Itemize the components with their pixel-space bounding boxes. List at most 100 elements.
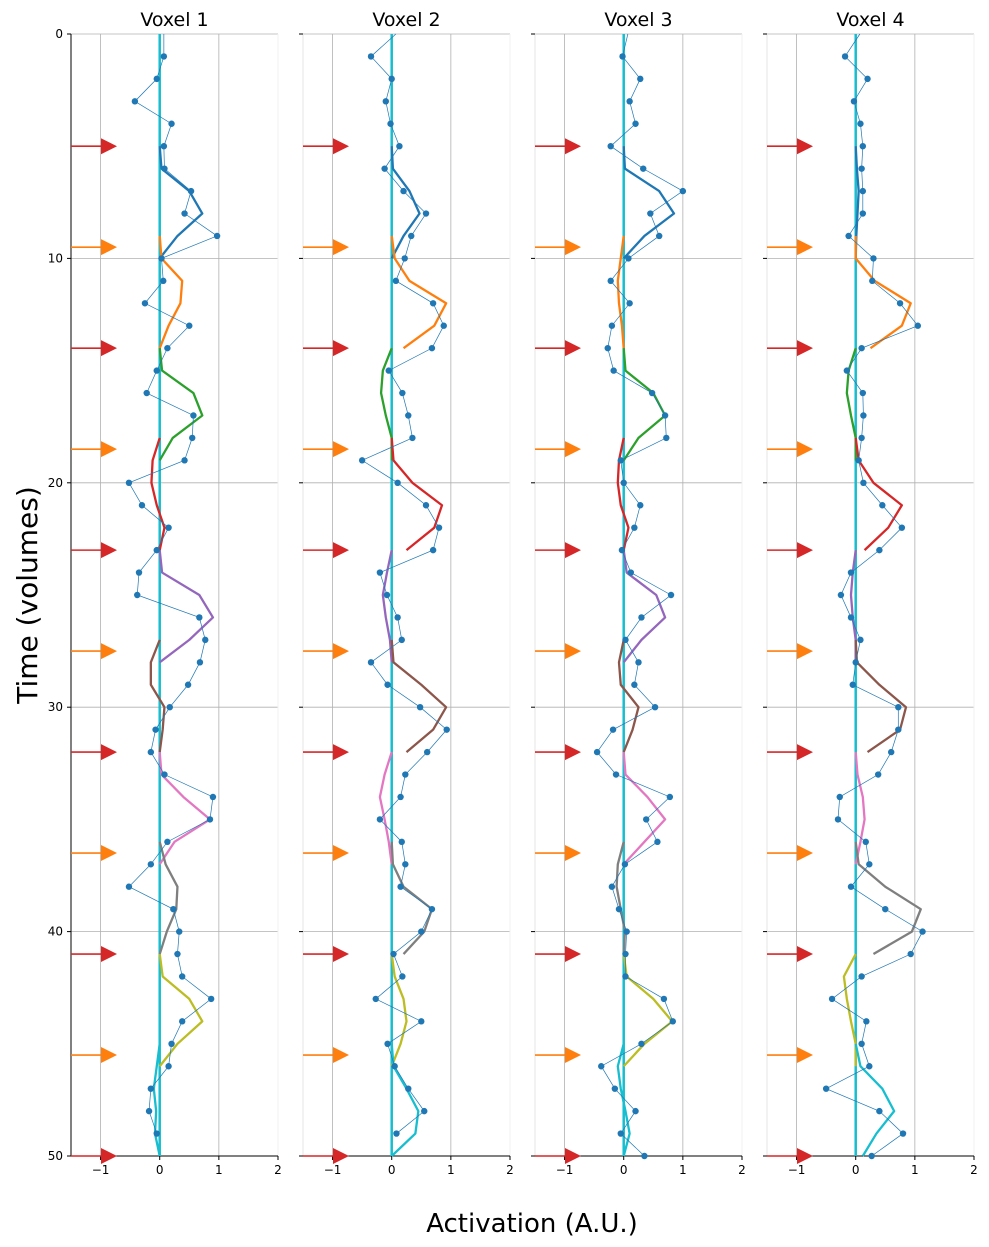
observed-data-point — [618, 546, 626, 554]
stimulus-arrow-head — [333, 138, 349, 155]
observed-data-point — [131, 98, 139, 105]
observed-data-point — [393, 1130, 400, 1137]
observed-data-point — [863, 1018, 870, 1025]
stimulus-arrow-head — [101, 1047, 117, 1064]
observed-data-point — [632, 120, 639, 127]
x-tick-label: 1 — [679, 1163, 687, 1177]
stimulus-arrow-head — [333, 239, 349, 256]
observed-data-point — [622, 950, 629, 958]
observed-data-point — [376, 569, 384, 576]
observed-data-point — [384, 681, 391, 688]
observed-data-point — [679, 187, 687, 195]
observed-data-point — [381, 165, 388, 172]
observed-data-point — [621, 861, 629, 868]
trial-response-curve — [616, 1043, 631, 1157]
observed-data-point — [855, 457, 862, 464]
trial-response-curve — [845, 347, 857, 461]
observed-data-point — [857, 636, 864, 644]
observed-data-point — [152, 726, 159, 733]
trial-response-curve — [390, 953, 408, 1067]
stimulus-arrow-head — [797, 643, 813, 660]
observed-data-point — [401, 255, 408, 262]
stimulus-arrow-head — [101, 542, 117, 559]
observed-data-point — [387, 120, 394, 127]
trial-response-curve — [381, 549, 393, 663]
observed-data-point — [168, 1040, 175, 1048]
observed-data-point — [837, 591, 845, 599]
observed-data-point — [153, 1130, 160, 1137]
trial-response-curve — [390, 639, 448, 753]
trial-response-curve — [158, 751, 212, 865]
observed-data-point — [626, 300, 633, 307]
x-tick-label: −1 — [788, 1163, 806, 1177]
trial-response-curve — [854, 841, 922, 956]
observed-data-point — [898, 524, 906, 531]
figure-x-axis-label: Activation (A.U.) — [426, 1209, 638, 1239]
observed-data-point — [184, 681, 192, 688]
observed-data-point — [196, 614, 203, 621]
stimulus-arrow-head — [333, 542, 349, 559]
observed-data-point — [367, 53, 375, 60]
observed-data-point — [376, 816, 384, 823]
observed-data-point — [620, 479, 627, 486]
observed-data-point — [400, 187, 407, 195]
observed-data-point — [834, 816, 842, 823]
observed-data-point — [421, 1107, 428, 1115]
observed-data-point — [841, 53, 849, 60]
observed-data-point — [138, 502, 146, 509]
observed-data-point — [202, 636, 209, 644]
x-tick-label: 2 — [274, 1163, 282, 1177]
observed-data-point — [667, 591, 675, 599]
trial-response-curve — [390, 235, 448, 350]
observed-data-point — [632, 1107, 639, 1115]
observed-data-point — [626, 98, 633, 105]
observed-data-point — [394, 614, 401, 621]
observed-data-point — [187, 187, 195, 195]
observed-data-point — [391, 1063, 398, 1070]
observed-data-point — [399, 389, 406, 397]
observed-data-point — [178, 1018, 186, 1025]
trial-response-curve — [158, 235, 184, 349]
x-tick-label: 0 — [388, 1163, 396, 1177]
observed-data-point — [608, 883, 616, 890]
observed-data-point — [622, 636, 629, 644]
stimulus-arrow-head — [333, 845, 349, 862]
stimulus-arrow-head — [565, 239, 581, 256]
observed-data-point — [598, 1063, 605, 1070]
observed-data-point — [418, 1018, 425, 1025]
observed-data-point — [845, 232, 852, 240]
observed-data-point — [153, 367, 160, 374]
observed-data-point — [836, 793, 843, 801]
observed-data-point — [428, 905, 436, 913]
observed-data-point — [857, 120, 864, 127]
stimulus-arrow-head — [101, 441, 117, 458]
x-tick-label: 0 — [852, 1163, 860, 1177]
x-tick-label: 1 — [215, 1163, 223, 1177]
stimulus-arrow-head — [101, 643, 117, 660]
observed-signal-line — [128, 34, 218, 1134]
observed-data-point — [405, 1085, 412, 1092]
x-tick-label: 2 — [970, 1163, 978, 1177]
observed-data-point — [847, 569, 855, 576]
observed-data-point — [631, 524, 638, 531]
observed-data-point — [147, 1085, 155, 1092]
observed-data-point — [859, 210, 867, 217]
y-tick-label: 40 — [48, 925, 63, 939]
observed-data-point — [654, 838, 661, 846]
observed-data-point — [161, 771, 168, 778]
stimulus-arrow-head — [797, 1148, 813, 1164]
stimulus-arrow-head — [565, 441, 581, 458]
panel-voxel-4: Voxel 4 −1 0 1 2 — [763, 9, 978, 1177]
observed-data-point — [843, 367, 851, 374]
observed-data-point — [165, 1063, 172, 1070]
stimulus-arrow-head — [101, 1148, 117, 1164]
observed-data-point — [382, 98, 389, 105]
observed-data-point — [609, 726, 617, 733]
stimulus-arrow-head — [333, 946, 349, 963]
observed-data-point — [367, 659, 375, 666]
observed-data-point — [440, 322, 447, 329]
stimulus-arrow-head — [333, 340, 349, 357]
panel-title: Voxel 1 — [140, 9, 208, 31]
observed-data-point — [416, 704, 424, 711]
observed-data-point — [170, 905, 177, 913]
